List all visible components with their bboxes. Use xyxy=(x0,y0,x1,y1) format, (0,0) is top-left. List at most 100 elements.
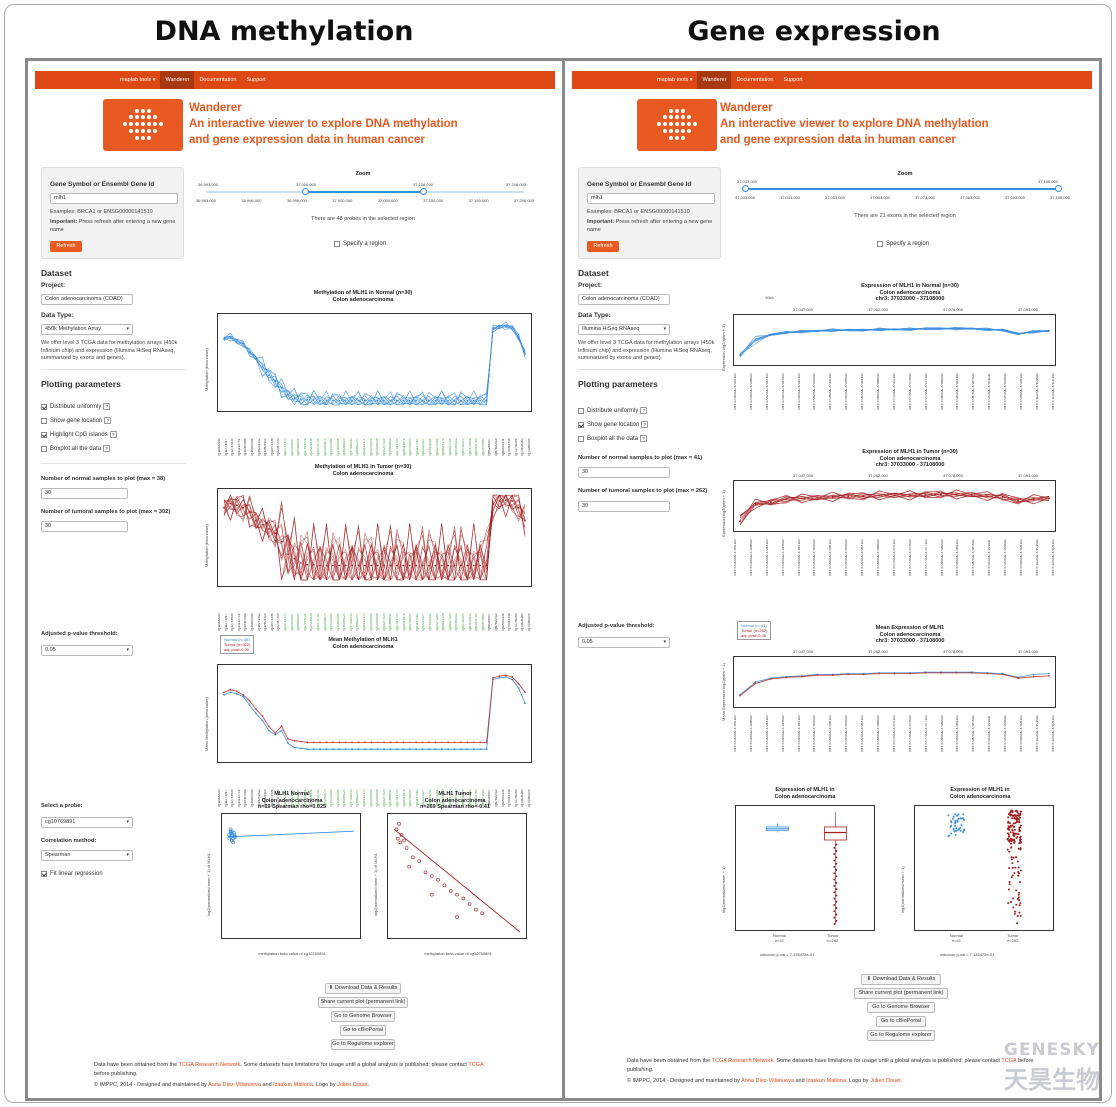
zoom-tick: 37,033,000 xyxy=(737,179,758,184)
data-point xyxy=(893,494,896,497)
data-point xyxy=(434,564,437,567)
data-point xyxy=(1015,856,1018,859)
data-point xyxy=(319,748,321,751)
data-point xyxy=(1001,329,1004,332)
download-button[interactable]: ⬇ Download Data & Results xyxy=(325,983,401,994)
data-point xyxy=(274,532,277,535)
outlier-point xyxy=(835,919,838,922)
probe-label: cg49785593 xyxy=(409,438,413,456)
distribute-checkbox[interactable]: Distribute uniformly? xyxy=(41,403,111,410)
nav-maplab-tools[interactable]: maplab tools ▾ xyxy=(120,77,156,83)
cpg-checkbox[interactable]: Highlight CpG islands? xyxy=(41,431,117,438)
download-button[interactable]: ⬇ Download Data & Results xyxy=(861,974,941,985)
tcga-link[interactable]: TCGA Research Network xyxy=(711,1058,774,1064)
data-point xyxy=(472,748,475,751)
checkbox-icon xyxy=(41,431,47,438)
zoom-handle-left[interactable] xyxy=(742,185,749,192)
normal-samples-input[interactable]: 30 xyxy=(578,467,670,478)
help-icon[interactable]: ? xyxy=(640,435,648,442)
gene-input[interactable]: mlh1 xyxy=(587,193,715,204)
data-point xyxy=(306,563,309,566)
project-select[interactable]: Colon adenocarcinoma (COAD) xyxy=(578,294,670,305)
data-point xyxy=(963,829,966,832)
tumor-samples-input[interactable]: 30 xyxy=(578,501,670,512)
gene-location-checkbox[interactable]: Show gene location? xyxy=(41,417,112,424)
data-point xyxy=(460,564,462,567)
refresh-button[interactable]: Refresh xyxy=(50,241,82,252)
zoom-handle-right[interactable] xyxy=(420,188,427,195)
share-button[interactable]: Share current plot (permanent link) xyxy=(318,997,408,1008)
help-icon[interactable]: ? xyxy=(103,445,111,452)
project-select[interactable]: Colon adenocarcinoma (COAD) xyxy=(41,294,133,305)
author-link[interactable]: Anna Díez-Villanueva xyxy=(208,1082,261,1088)
pval-select[interactable]: 0.05 ▾ xyxy=(578,637,670,648)
scatn-title: MLH1 Normal Colon adenocarcinoma n=19 Spea… xyxy=(217,791,367,811)
outlier-point xyxy=(833,923,836,925)
tumor-samples-input[interactable]: 30 xyxy=(41,521,128,532)
data-point xyxy=(408,564,411,567)
specify-region-checkbox[interactable]: Specify a region xyxy=(877,241,929,247)
data-point xyxy=(351,564,353,567)
tcga-link[interactable]: TCGA xyxy=(468,1062,484,1068)
zoom-slider[interactable] xyxy=(206,188,524,195)
data-point xyxy=(950,832,953,835)
data-point xyxy=(1017,833,1020,836)
logo-author-link[interactable]: Julien Douet xyxy=(870,1078,901,1084)
data-point xyxy=(455,915,459,919)
refresh-button[interactable]: Refresh xyxy=(587,241,619,252)
probe-label: cg60760929 xyxy=(461,438,465,456)
author-link[interactable]: Izaskun Mallona xyxy=(273,1082,313,1088)
help-icon[interactable]: ? xyxy=(104,417,112,424)
help-icon[interactable]: ? xyxy=(103,403,111,410)
normal-samples-input[interactable]: 30 xyxy=(41,488,128,499)
nav-documentation[interactable]: Documentation xyxy=(199,77,237,83)
nav-support[interactable]: Support xyxy=(246,77,266,83)
logo-author-link[interactable]: Julien Douet xyxy=(337,1082,368,1088)
fit-regression-checkbox[interactable]: Fit linear regression xyxy=(41,871,103,877)
nav-support[interactable]: Support xyxy=(783,77,803,83)
series-line xyxy=(223,325,526,406)
tcga-link[interactable]: TCGA Research Network xyxy=(178,1062,241,1068)
genome-browser-button[interactable]: Go to Genome Browser xyxy=(331,1011,395,1022)
chart-subtitle: Colon adenocarcinoma xyxy=(879,289,941,296)
author-link[interactable]: Anna Díez-Villanueva xyxy=(741,1078,794,1084)
distribute-checkbox[interactable]: Distribute uniformly? xyxy=(578,407,648,414)
nav-documentation[interactable]: Documentation xyxy=(736,77,774,83)
specify-region-checkbox[interactable]: Specify a region xyxy=(334,241,386,247)
regulome-button[interactable]: Go to Regulome explorer xyxy=(867,1030,935,1041)
pval-select[interactable]: 0.05 ▾ xyxy=(41,645,133,656)
cbioportal-button[interactable]: Go to cBioPortal xyxy=(876,1016,926,1027)
help-icon[interactable]: ? xyxy=(641,421,649,428)
plot-area xyxy=(393,821,521,933)
outlier-point xyxy=(835,875,838,878)
datatype-select[interactable]: Illumina HiSeq RNAseq ▾ xyxy=(578,324,670,335)
gene-input[interactable]: mlh1 xyxy=(50,193,178,204)
share-button[interactable]: Share current plot (permanent link) xyxy=(854,988,948,999)
probe-label: cg12743834 xyxy=(231,438,235,456)
help-icon[interactable]: ? xyxy=(109,431,117,438)
nav-wanderer[interactable]: Wanderer xyxy=(697,71,732,89)
exon-label: chr3:37052500-37052600 xyxy=(813,373,817,410)
genome-browser-button[interactable]: Go to Genome Browser xyxy=(867,1002,935,1013)
gene-location-checkbox[interactable]: Show gene location? xyxy=(578,421,649,428)
author-link[interactable]: Izaskun Mallona xyxy=(806,1078,846,1084)
correlation-select[interactable]: Spearman ▾ xyxy=(41,850,133,861)
zoom-handle-right[interactable] xyxy=(1055,185,1062,192)
cbioportal-button[interactable]: Go to cBioPortal xyxy=(340,1025,386,1036)
zoom-slider[interactable] xyxy=(742,185,1062,192)
tcga-link[interactable]: TCGA xyxy=(1001,1058,1017,1064)
regulome-button[interactable]: Go to Regulome explorer xyxy=(331,1039,395,1050)
data-point xyxy=(428,399,430,402)
zoom-handle-left[interactable] xyxy=(302,188,309,195)
zoom-scale-tick: 36,996,000 xyxy=(241,198,262,203)
boxplot-checkbox[interactable]: Boxplot all the data? xyxy=(41,445,111,452)
datatype-select[interactable]: 450k Methylation Array ▾ xyxy=(41,324,133,335)
boxplot-checkbox[interactable]: Boxplot all the data? xyxy=(578,435,648,442)
probe-select[interactable]: cg10769891 ▾ xyxy=(41,817,133,828)
nav-maplab-tools[interactable]: maplab tools ▾ xyxy=(657,77,693,83)
help-icon[interactable]: ? xyxy=(640,407,648,414)
probe-label: cg49785593 xyxy=(409,613,413,631)
data-point xyxy=(1013,912,1016,915)
zoom-tick: 37,108,000 xyxy=(1038,179,1059,184)
nav-wanderer[interactable]: Wanderer xyxy=(160,71,195,89)
